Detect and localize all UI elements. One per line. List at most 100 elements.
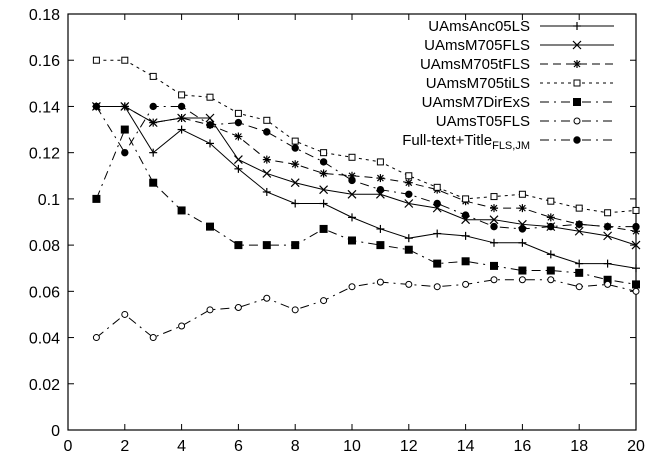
legend-label-text: Full-text+Title <box>402 132 492 149</box>
data-point <box>149 148 158 157</box>
data-point <box>348 176 356 185</box>
legend-marker <box>573 60 581 68</box>
data-point <box>376 185 385 194</box>
legend-label: UAmsM705tiLS <box>426 75 530 92</box>
legend-marker <box>573 136 581 144</box>
data-point <box>632 264 640 273</box>
legend-label: UAmsM705tFLS <box>420 56 530 73</box>
data-point <box>121 56 129 64</box>
data-point <box>177 206 186 215</box>
data-point <box>518 276 526 284</box>
data-point <box>291 137 299 145</box>
series-4 <box>92 125 640 289</box>
legend-label-subscript: FLS,JM <box>492 140 530 152</box>
y-tick-label: 0.12 <box>29 146 60 163</box>
series-2 <box>92 102 640 236</box>
data-point <box>546 266 555 275</box>
data-point <box>320 149 328 157</box>
y-tick-label: 0.1 <box>38 192 60 209</box>
data-point <box>547 197 555 205</box>
data-point <box>462 195 470 203</box>
data-point <box>575 259 584 268</box>
series-6 <box>92 102 640 233</box>
data-point <box>490 276 498 284</box>
y-tick-label: 0 <box>51 423 60 440</box>
data-point <box>291 144 299 152</box>
series-1 <box>91 102 641 250</box>
legend-label: Full-text+TitleFLS,JM <box>402 132 530 152</box>
data-point <box>348 213 356 222</box>
data-point <box>490 222 498 231</box>
data-point <box>348 153 356 161</box>
legend-label-text: UAmsM7DirExS <box>422 94 530 111</box>
data-point <box>518 238 527 247</box>
series-line <box>96 105 637 232</box>
data-point <box>376 224 385 233</box>
legend-entry: Full-text+TitleFLS,JM <box>402 132 614 152</box>
data-point <box>405 190 413 198</box>
data-point <box>518 190 526 198</box>
data-point <box>234 118 243 127</box>
data-point <box>234 164 243 173</box>
data-point <box>178 91 186 99</box>
data-point <box>319 169 328 178</box>
data-point <box>547 222 555 231</box>
data-point <box>320 297 328 305</box>
data-point <box>376 174 385 183</box>
legend-label: UAmsM705FLS <box>424 37 530 54</box>
data-point <box>604 280 612 288</box>
data-point <box>263 116 271 124</box>
data-point <box>149 334 157 342</box>
data-point <box>206 121 214 129</box>
data-point <box>234 304 242 312</box>
data-point <box>177 125 186 134</box>
legend-marker <box>573 79 581 87</box>
data-point <box>490 204 498 213</box>
legend-label-text: UAmsM705tFLS <box>420 56 530 73</box>
series-line <box>96 105 637 246</box>
series-line <box>95 105 636 230</box>
data-point <box>631 240 641 250</box>
data-point <box>319 185 329 195</box>
x-tick-label: 16 <box>514 438 532 455</box>
data-point <box>319 158 328 166</box>
data-point <box>92 194 101 203</box>
data-point <box>263 128 271 136</box>
data-point <box>262 187 271 196</box>
data-point <box>490 193 498 201</box>
data-point <box>461 231 470 240</box>
x-tick-label: 20 <box>627 438 645 455</box>
data-point <box>603 231 613 241</box>
data-point <box>575 268 584 277</box>
y-tick-label: 0.08 <box>29 238 60 255</box>
x-tick-label: 4 <box>177 438 186 455</box>
legend-label-text: UAmsM705tiLS <box>426 75 530 92</box>
data-point <box>376 278 384 286</box>
x-tick-label: 8 <box>291 438 300 455</box>
data-point <box>462 280 470 288</box>
legend-entry: UAmsM705FLS <box>424 37 614 54</box>
y-tick-label: 0.04 <box>29 331 60 348</box>
data-point <box>206 222 214 231</box>
data-point <box>92 102 101 111</box>
data-point <box>233 155 243 165</box>
legend-marker <box>573 98 581 106</box>
legend-marker <box>572 40 582 50</box>
y-tick-label: 0.18 <box>29 7 60 24</box>
data-point <box>121 310 129 318</box>
data-point <box>461 257 470 266</box>
data-point <box>376 241 385 250</box>
data-point <box>632 206 640 214</box>
legend-entry: UAmsM7DirExS <box>422 94 614 111</box>
data-point <box>120 102 129 111</box>
data-point <box>433 283 441 291</box>
data-point <box>120 125 129 134</box>
series-line <box>95 128 637 285</box>
data-point <box>319 199 328 208</box>
series-3 <box>92 56 640 217</box>
data-point <box>348 236 356 245</box>
data-point <box>291 199 300 208</box>
data-point <box>206 93 214 101</box>
legend-entry: UAmsT05FLS <box>436 113 614 130</box>
